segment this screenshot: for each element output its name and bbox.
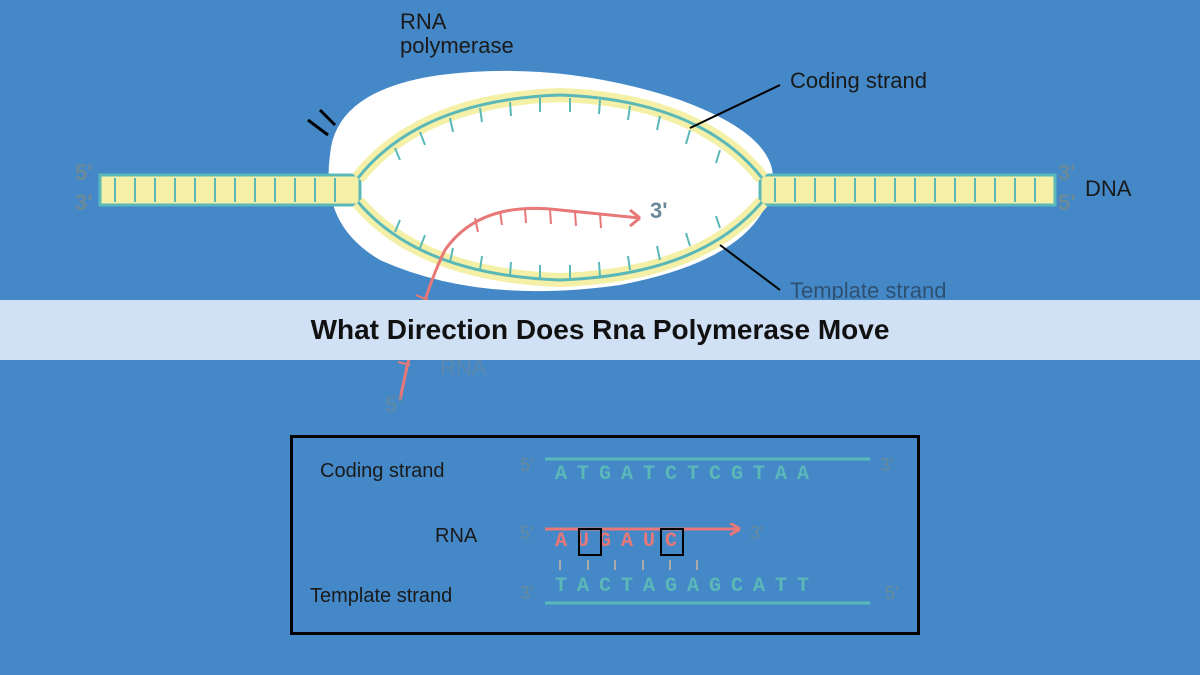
box-u2 xyxy=(660,528,684,556)
seq-template-5: 5' xyxy=(885,583,898,604)
end-5-br: 5' xyxy=(1058,190,1075,216)
end-5-tl: 5' xyxy=(75,160,92,186)
seq-rna-3: 3' xyxy=(750,523,763,544)
seq-coding-3: 3' xyxy=(880,455,893,476)
title-band: What Direction Does Rna Polymerase Move xyxy=(0,300,1200,360)
dna-left xyxy=(100,175,360,205)
seq-coding-5: 5' xyxy=(520,455,533,476)
title-text: What Direction Does Rna Polymerase Move xyxy=(311,314,890,346)
end-3-tr: 3' xyxy=(1058,160,1075,186)
seq-label-template: Template strand xyxy=(310,585,452,608)
label-coding-strand: Coding strand xyxy=(790,68,927,94)
end-rna-5: 5' xyxy=(385,392,402,418)
dna-right xyxy=(760,175,1055,205)
seq-template: TACTAGAGCATT xyxy=(555,575,819,598)
label-dna: DNA xyxy=(1085,176,1131,202)
label-rna-polymerase: RNA polymerase xyxy=(400,10,514,58)
seq-coding: ATGATCTCGTAA xyxy=(555,463,819,486)
polymerase-blob xyxy=(329,71,774,291)
end-3-bl: 3' xyxy=(75,190,92,216)
box-u1 xyxy=(578,528,602,556)
seq-rna-5: 5' xyxy=(520,523,533,544)
seq-label-rna: RNA xyxy=(435,525,477,548)
seq-template-3: 3' xyxy=(520,583,533,604)
end-rna-3: 3' xyxy=(650,198,667,224)
seq-label-coding: Coding strand xyxy=(320,460,445,483)
